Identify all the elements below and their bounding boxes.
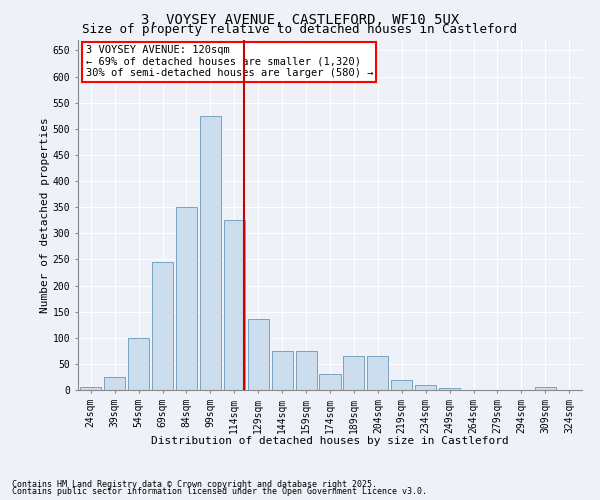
Bar	[415, 385, 436, 390]
Bar	[224, 220, 245, 390]
Text: 3 VOYSEY AVENUE: 120sqm
← 69% of detached houses are smaller (1,320)
30% of semi: 3 VOYSEY AVENUE: 120sqm ← 69% of detache…	[86, 46, 373, 78]
Bar	[391, 380, 412, 390]
Bar	[319, 374, 341, 390]
Bar	[272, 351, 293, 390]
Bar	[343, 356, 364, 390]
Text: 3, VOYSEY AVENUE, CASTLEFORD, WF10 5UX: 3, VOYSEY AVENUE, CASTLEFORD, WF10 5UX	[141, 12, 459, 26]
Text: Size of property relative to detached houses in Castleford: Size of property relative to detached ho…	[83, 22, 517, 36]
Bar	[176, 207, 197, 390]
Text: Contains HM Land Registry data © Crown copyright and database right 2025.: Contains HM Land Registry data © Crown c…	[12, 480, 377, 489]
Y-axis label: Number of detached properties: Number of detached properties	[40, 117, 50, 313]
Bar	[200, 116, 221, 390]
Bar	[367, 356, 388, 390]
Bar	[104, 377, 125, 390]
Bar	[248, 320, 269, 390]
X-axis label: Distribution of detached houses by size in Castleford: Distribution of detached houses by size …	[151, 436, 509, 446]
Bar	[152, 262, 173, 390]
Bar	[439, 388, 460, 390]
Text: Contains public sector information licensed under the Open Government Licence v3: Contains public sector information licen…	[12, 487, 427, 496]
Bar	[128, 338, 149, 390]
Bar	[80, 388, 101, 390]
Bar	[296, 351, 317, 390]
Bar	[535, 388, 556, 390]
